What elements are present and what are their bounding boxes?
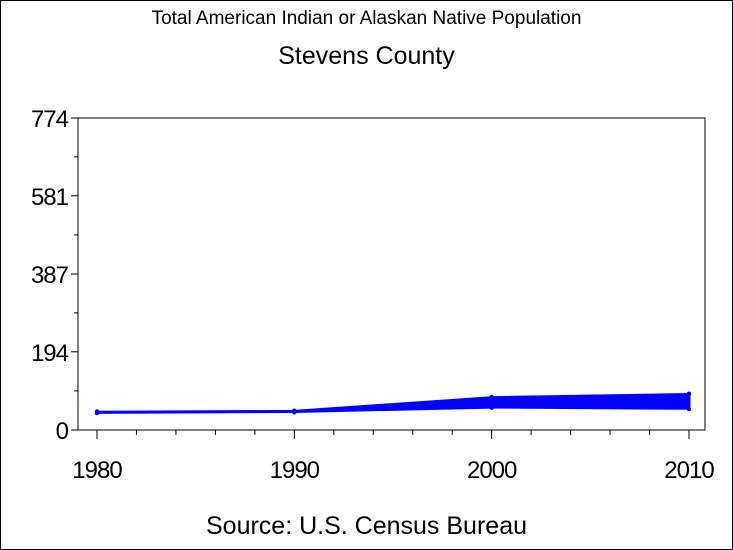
chart-title: Total American Indian or Alaskan Native … bbox=[151, 8, 582, 29]
x-tick-label: 1990 bbox=[270, 457, 320, 484]
data-point-low bbox=[686, 406, 692, 412]
y-tick-label: 581 bbox=[31, 184, 69, 211]
data-point-low bbox=[292, 410, 297, 415]
x-tick-label: 2010 bbox=[664, 457, 714, 484]
y-tick-label: 0 bbox=[56, 418, 69, 445]
x-tick-label: 2000 bbox=[467, 457, 517, 484]
chart-source: Source: U.S. Census Bureau bbox=[206, 512, 527, 540]
data-point-low bbox=[489, 405, 494, 411]
chart-subtitle: Stevens County bbox=[278, 42, 455, 70]
series-band bbox=[96, 392, 690, 414]
data-point-high bbox=[686, 391, 692, 396]
plot-area bbox=[77, 117, 706, 431]
data-point-low bbox=[94, 410, 100, 416]
x-tick-label: 1980 bbox=[72, 457, 122, 484]
y-tick-label: 387 bbox=[31, 262, 69, 289]
y-tick-label: 194 bbox=[31, 340, 69, 367]
y-tick-label: 774 bbox=[31, 106, 69, 133]
data-point-high bbox=[489, 394, 494, 400]
